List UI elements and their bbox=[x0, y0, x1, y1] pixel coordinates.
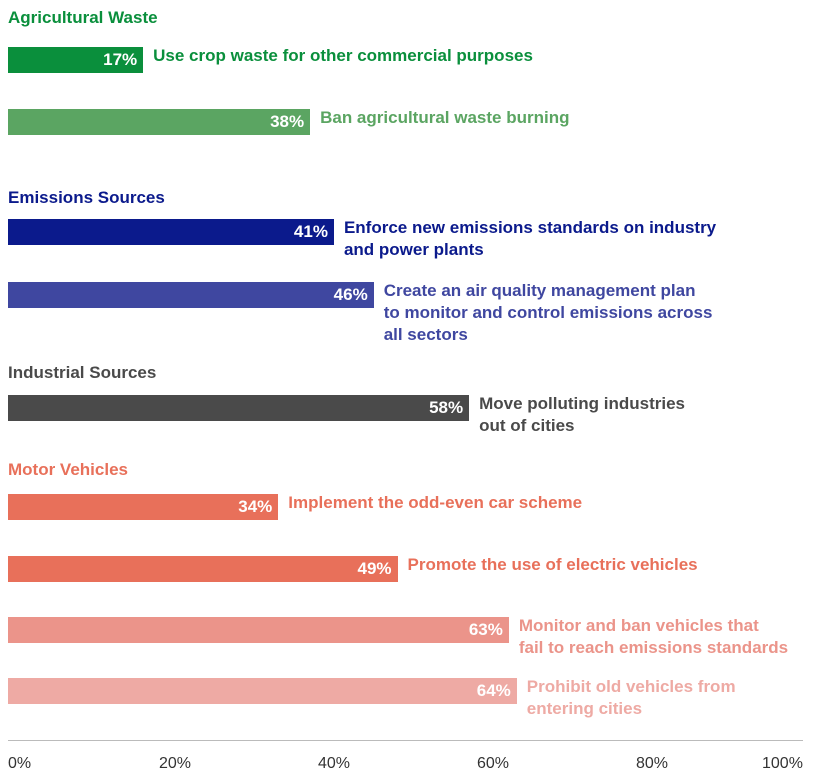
bar bbox=[8, 282, 374, 308]
bar-label: Use crop waste for other commercial purp… bbox=[153, 46, 533, 65]
x-tick-label: 100% bbox=[762, 755, 803, 772]
group-title: Agricultural Waste bbox=[8, 8, 158, 27]
x-tick-label: 40% bbox=[318, 755, 351, 772]
bar bbox=[8, 617, 509, 643]
x-tick-label: 80% bbox=[636, 755, 669, 772]
value-label: 41% bbox=[293, 222, 328, 241]
group-title: Industrial Sources bbox=[8, 363, 157, 382]
value-label: 34% bbox=[238, 497, 273, 516]
bar-label: Monitor and ban vehicles that fail to re… bbox=[518, 616, 789, 657]
x-tick-label: 60% bbox=[477, 755, 510, 772]
bar bbox=[8, 219, 334, 245]
x-tick-label: 0% bbox=[8, 755, 32, 772]
value-label: 58% bbox=[429, 398, 464, 417]
bar-label: Implement the odd-even car scheme bbox=[288, 493, 583, 512]
bar-label: Prohibit old vehicles from entering citi… bbox=[526, 677, 736, 718]
value-label: 63% bbox=[468, 620, 503, 639]
bar bbox=[8, 556, 398, 582]
bar bbox=[8, 494, 279, 520]
x-tick-label: 20% bbox=[159, 755, 192, 772]
value-label: 64% bbox=[476, 681, 511, 700]
bar-label: Promote the use of electric vehicles bbox=[407, 555, 698, 574]
value-label: 49% bbox=[357, 559, 392, 578]
value-label: 38% bbox=[270, 112, 305, 131]
value-label: 46% bbox=[333, 285, 368, 304]
bar bbox=[8, 47, 144, 73]
bar-label: Enforce new emissions standards on indus… bbox=[343, 218, 717, 259]
group-title: Motor Vehicles bbox=[8, 460, 128, 479]
bar-label: Ban agricultural waste burning bbox=[320, 108, 570, 127]
value-label: 17% bbox=[103, 50, 138, 69]
bar bbox=[8, 395, 470, 421]
bar bbox=[8, 678, 517, 704]
bar-label: Create an air quality management plan to… bbox=[383, 281, 713, 344]
x-axis-line bbox=[8, 740, 803, 741]
bar-label: Move polluting industries out of cities bbox=[479, 394, 685, 435]
group-title: Emissions Sources bbox=[8, 188, 165, 207]
bar bbox=[8, 109, 311, 135]
